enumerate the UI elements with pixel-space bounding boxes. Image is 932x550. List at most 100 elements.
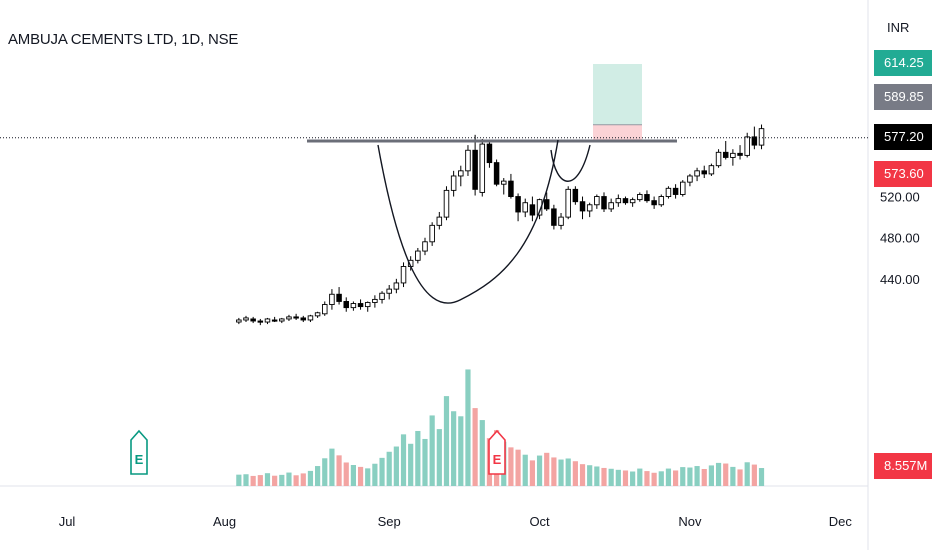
candle [608, 202, 614, 210]
candle [601, 196, 607, 210]
candles [236, 124, 765, 326]
candle [343, 301, 349, 309]
volume-bar [665, 468, 672, 486]
volume-bar [594, 466, 600, 486]
candle [715, 151, 722, 167]
candle [543, 199, 550, 210]
candle [615, 198, 622, 204]
candle [730, 152, 736, 158]
time-tick-label: Nov [678, 514, 702, 529]
candle [314, 312, 321, 317]
candle [558, 216, 564, 226]
candle [493, 162, 500, 185]
time-tick-label: Dec [829, 514, 853, 529]
candle [536, 199, 543, 216]
price-axis-ticks: 440.00 480.00 520.00 [880, 190, 920, 287]
volume-bar [515, 449, 521, 486]
volume-bar [465, 369, 471, 486]
candle [329, 293, 335, 305]
target-zone [593, 64, 642, 125]
volume-bar [343, 462, 349, 486]
volume-bar [565, 458, 571, 486]
candle [300, 317, 307, 321]
volume-bar [422, 438, 428, 486]
volume-bar [472, 408, 478, 486]
volume-bar [315, 466, 321, 486]
volume-bar [723, 463, 729, 486]
candle [687, 175, 693, 183]
price-tick-label: 480.00 [880, 231, 920, 246]
time-tick-label: Sep [378, 514, 401, 529]
chart-title: AMBUJA CEMENTS LTD, 1D, NSE [8, 31, 239, 48]
earnings-badge [488, 429, 506, 475]
volume-bar [701, 468, 707, 486]
candle [629, 199, 636, 204]
volume-bar [365, 468, 371, 486]
candle [694, 170, 700, 177]
candle [551, 208, 557, 226]
candle [579, 201, 586, 212]
earnings-letter: E [135, 452, 144, 467]
volume-bar [551, 457, 557, 486]
candle [672, 187, 679, 195]
candle [350, 303, 357, 309]
volume-bar [687, 467, 693, 486]
candle [758, 128, 765, 146]
volume-bar [587, 465, 593, 486]
volume-bar [744, 462, 750, 486]
candle [565, 188, 571, 218]
last-price-label: 577.20 [874, 124, 932, 150]
cup-curve [377, 139, 559, 304]
candle [243, 317, 249, 321]
currency-label: INR [887, 20, 910, 35]
volume-bar [572, 461, 578, 486]
candle [486, 143, 493, 164]
candle [458, 170, 464, 177]
candle [637, 194, 643, 201]
volume-bars [236, 369, 765, 486]
candle [250, 318, 256, 322]
volume-bar [415, 430, 421, 486]
volume-bar [429, 415, 435, 486]
volume-bar [536, 455, 543, 486]
volume-bar [458, 416, 464, 486]
volume-bar [443, 396, 450, 486]
volume-bar [522, 454, 528, 486]
volume-bar [751, 464, 757, 486]
volume-bar [508, 447, 514, 486]
volume-bar [601, 467, 607, 486]
entry-price-label: 589.85 [874, 84, 932, 110]
time-axis-ticks: JulAugSepOctNovDec2023 [59, 514, 853, 529]
volume-bar [243, 474, 249, 486]
candle [322, 304, 328, 315]
volume-bar [400, 434, 407, 486]
volume-bar [737, 469, 743, 486]
volume-bar [615, 469, 621, 486]
target-price-label: 614.25 [874, 50, 932, 76]
volume-bar [622, 470, 629, 486]
candle [737, 152, 743, 156]
candle [708, 165, 715, 175]
candle [286, 316, 292, 320]
volume-bar [236, 474, 242, 486]
candle [594, 196, 600, 206]
candle [744, 136, 750, 156]
time-tick-label: Aug [213, 514, 236, 529]
volume-bar [630, 471, 636, 486]
price-tick-label: 520.00 [880, 190, 920, 205]
candle [257, 320, 264, 323]
volume-bar [322, 458, 328, 486]
candle [508, 180, 514, 197]
candle [680, 181, 686, 195]
candle [586, 204, 593, 212]
earnings-icon: E [488, 429, 506, 475]
candle [379, 292, 385, 300]
volume-label: 8.557M [874, 453, 932, 479]
earnings-icon: E [130, 429, 148, 475]
volume-bar [257, 475, 263, 486]
volume-bar [608, 468, 614, 486]
volume-bar [379, 457, 385, 486]
volume-bar [393, 446, 399, 486]
